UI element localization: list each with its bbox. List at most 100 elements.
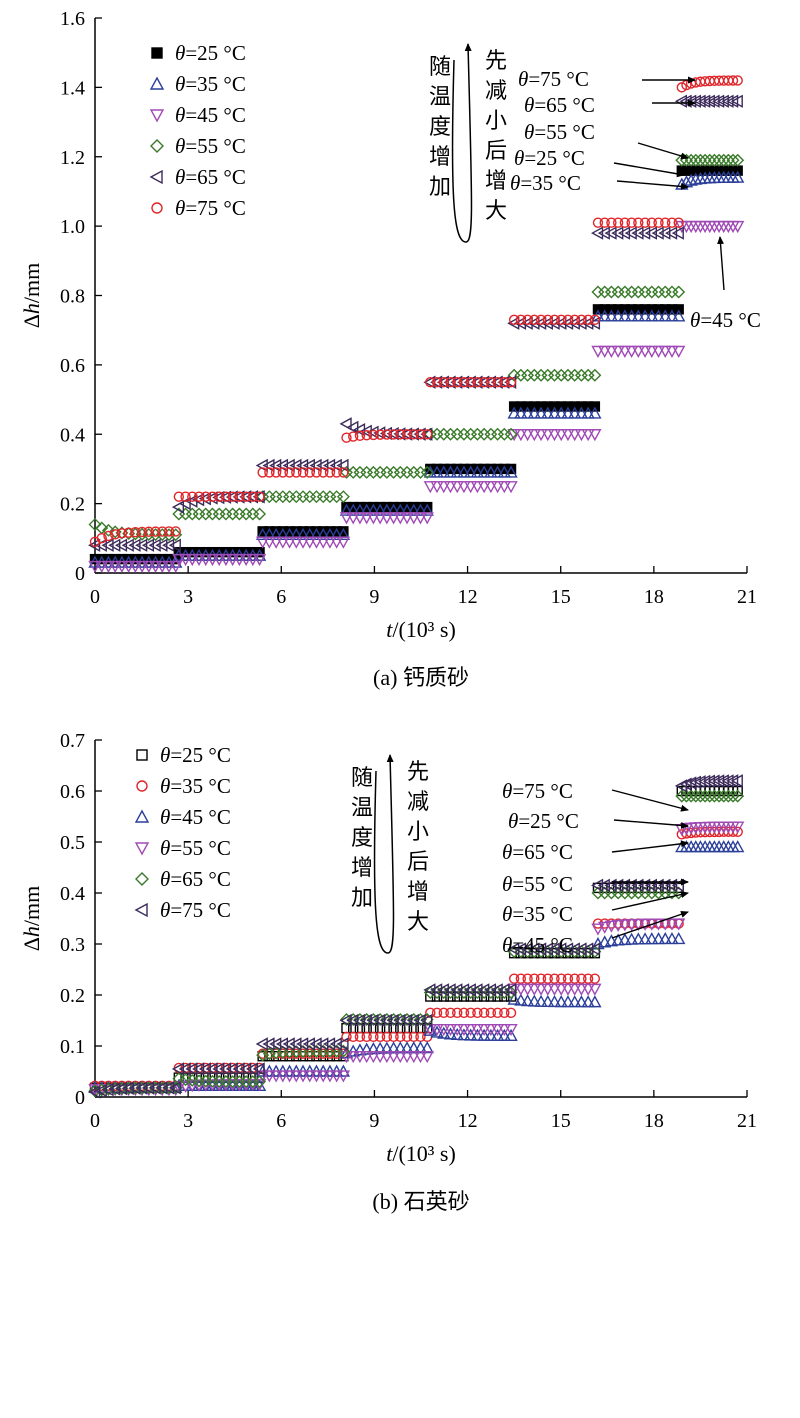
data-point <box>604 309 619 322</box>
data-point <box>618 345 632 358</box>
data-point <box>276 1070 290 1083</box>
data-point <box>653 217 664 228</box>
data-point <box>148 538 161 552</box>
data-point <box>141 1081 155 1095</box>
data-point <box>470 465 485 478</box>
data-point <box>114 1081 128 1096</box>
data-point <box>651 309 666 322</box>
data-point <box>589 973 601 984</box>
data-point <box>554 942 567 956</box>
data-point <box>393 1013 406 1028</box>
data-point <box>574 942 587 956</box>
data-point <box>619 217 631 228</box>
data-point <box>386 1041 401 1054</box>
data-point <box>556 314 567 325</box>
data-point <box>477 983 490 997</box>
data-point <box>438 377 449 388</box>
data-point <box>483 983 497 997</box>
y-tick-label: 0.6 <box>60 355 85 377</box>
data-point <box>504 427 518 441</box>
data-point <box>527 429 542 442</box>
legend-marker <box>149 169 163 185</box>
data-point <box>561 983 575 996</box>
data-point <box>463 1028 478 1041</box>
data-point <box>529 314 540 325</box>
data-point <box>567 942 580 956</box>
y-tick-label: 0.6 <box>60 781 85 803</box>
data-point <box>463 465 478 478</box>
legend-label: θ=55 °C <box>160 836 231 860</box>
data-point <box>373 465 387 479</box>
data-point <box>413 465 427 479</box>
data-point <box>252 553 267 567</box>
data-point <box>497 1023 511 1037</box>
end-label: θ=25 °C <box>514 146 585 170</box>
series-2 <box>88 220 745 574</box>
data-point <box>234 491 245 502</box>
data-point <box>541 368 555 382</box>
data-point <box>443 1023 458 1037</box>
data-point <box>282 1070 297 1083</box>
data-point <box>101 538 114 552</box>
data-point <box>205 1062 218 1076</box>
data-point <box>504 465 518 478</box>
data-point <box>276 1045 290 1059</box>
y-tick-label: 0.1 <box>60 1036 85 1058</box>
data-point <box>339 512 354 525</box>
data-point <box>366 512 381 525</box>
x-tick-label: 15 <box>551 586 571 608</box>
data-point <box>562 973 574 984</box>
data-point <box>212 507 226 521</box>
data-point <box>437 1023 451 1037</box>
data-point <box>142 560 156 574</box>
data-point <box>604 345 619 358</box>
panel-b-quartz-sand: 0 3 6 9 12 15 18 21 0 0.1 0.2 0.3 0.4 0.5 0.6 0.7 t/(10³… <box>19 730 757 1214</box>
data-point <box>638 309 652 322</box>
end-label-arrow <box>637 142 689 160</box>
data-point <box>721 153 735 167</box>
data-point <box>88 560 102 574</box>
data-point <box>534 983 548 996</box>
data-point <box>568 429 582 442</box>
data-point <box>598 309 612 322</box>
data-point <box>568 983 582 996</box>
data-point <box>407 1050 421 1064</box>
data-point <box>232 553 247 567</box>
data-point <box>541 406 555 419</box>
data-point <box>561 406 575 419</box>
data-point <box>171 500 185 514</box>
data-point <box>568 995 582 1008</box>
data-point <box>393 1041 407 1054</box>
data-point <box>527 368 541 382</box>
data-point <box>484 481 498 494</box>
data-point <box>430 427 444 441</box>
y-tick-label: 1.2 <box>60 147 85 169</box>
data-point <box>707 789 721 803</box>
data-point <box>240 491 252 502</box>
series-0 <box>89 165 743 565</box>
data-point <box>373 503 387 516</box>
data-point <box>581 429 595 442</box>
data-point <box>420 1041 434 1054</box>
data-point <box>534 406 548 419</box>
data-point <box>135 560 149 574</box>
data-point <box>283 490 297 504</box>
data-point <box>380 512 394 525</box>
data-point <box>507 992 521 1005</box>
data-point <box>407 503 421 516</box>
data-point <box>574 406 589 419</box>
data-point <box>540 942 553 956</box>
data-point <box>179 507 193 521</box>
data-point <box>303 536 317 549</box>
data-point <box>477 1028 491 1041</box>
data-point <box>366 1050 381 1064</box>
data-point <box>443 465 458 478</box>
end-label-arrow <box>611 840 689 853</box>
data-point <box>731 220 745 234</box>
data-point <box>631 226 644 240</box>
data-point <box>693 153 707 167</box>
data-point <box>604 878 617 893</box>
x-tick-label: 18 <box>644 1110 664 1132</box>
data-point <box>247 491 259 502</box>
data-point <box>296 490 310 504</box>
